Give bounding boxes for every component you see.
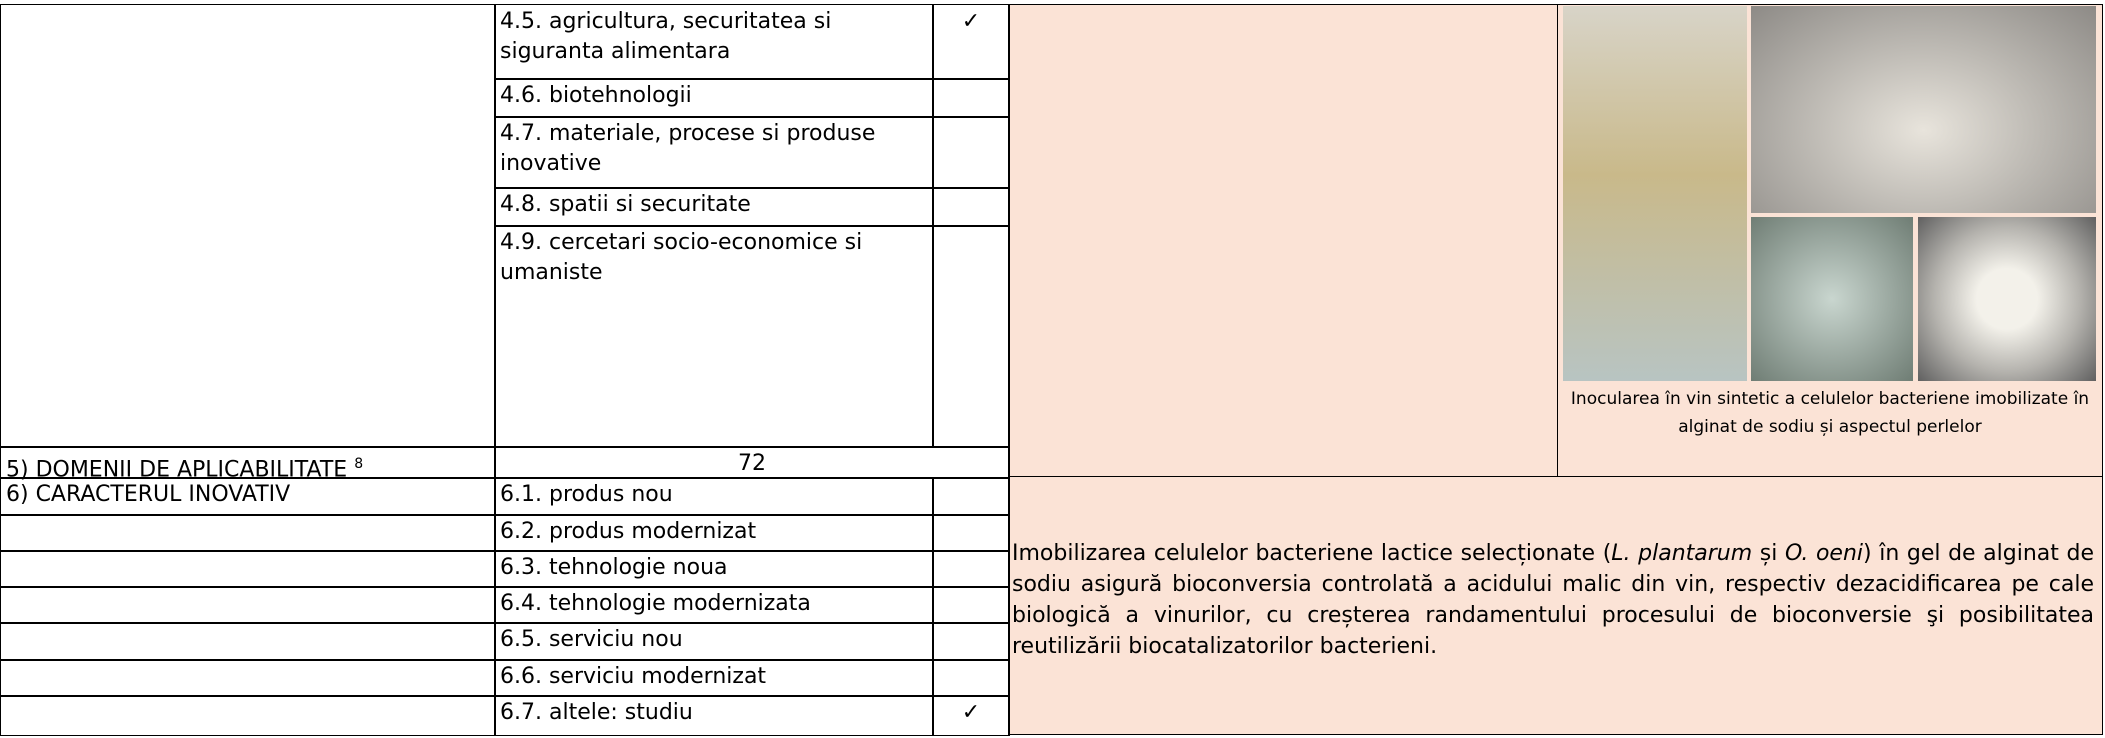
check-cell: [932, 514, 1010, 552]
blank-cell: [0, 659, 496, 697]
check-cell: [932, 116, 1010, 189]
field-label: 6.2. produs modernizat: [494, 514, 934, 552]
field-label: 6.4. tehnologie modernizata: [494, 586, 934, 624]
notes-cell: [1008, 4, 1559, 478]
field-label: 6.5. serviciu nou: [494, 622, 934, 661]
photo-bottle: [1563, 6, 1747, 381]
check-cell: [932, 622, 1010, 661]
field-label: 6.1. produs nou: [494, 477, 934, 516]
photo-dish: [1751, 217, 1913, 381]
photo-beads: [1918, 217, 2096, 381]
field-label: 4.8. spatii si securitate: [494, 187, 934, 227]
description-cell: [1008, 476, 2103, 735]
check-cell: ✓: [932, 4, 1010, 80]
innovation-label: 6) CARACTERUL INOVATIV: [0, 477, 496, 516]
field-label: 4.7. materiale, procese si produse inova…: [494, 116, 934, 189]
check-cell: ✓: [932, 695, 1010, 736]
species-name: L. plantarum: [1611, 541, 1753, 566]
blank-cell: [0, 586, 496, 624]
domains-value: 72: [494, 446, 1010, 479]
blank-cell: [0, 622, 496, 661]
species-name: O. oeni: [1784, 541, 1864, 566]
field-label: 4.5. agricultura, securitatea si siguran…: [494, 4, 934, 80]
field-label: 6.6. serviciu modernizat: [494, 659, 934, 697]
check-cell: [932, 550, 1010, 588]
field-label: 4.6. biotehnologii: [494, 78, 934, 118]
check-cell: [932, 586, 1010, 624]
blank-cell: [0, 514, 496, 552]
description-text: Imobilizarea celulelor bacteriene lactic…: [1012, 541, 1612, 566]
check-cell: [932, 187, 1010, 227]
field-label: 4.9. cercetari socio-economice si umanis…: [494, 225, 934, 448]
field-label: 6.3. tehnologie noua: [494, 550, 934, 588]
field-label: 6.7. altele: studiu: [494, 695, 934, 736]
blank-cell: [0, 550, 496, 588]
blank-cell: [0, 695, 496, 736]
check-cell: [932, 225, 1010, 448]
description: Imobilizarea celulelor bacteriene lactic…: [1012, 538, 2094, 662]
check-cell: [932, 659, 1010, 697]
description-text: ) în gel de alginat de sodiu asigură bio…: [1012, 541, 2094, 659]
domains-label: 5) DOMENII DE APLICABILITATE 8: [0, 446, 496, 482]
check-cell: [932, 477, 1010, 516]
blank-cell: [0, 4, 496, 448]
footnote-mark: 8: [354, 456, 364, 472]
photo-flask: [1751, 6, 2096, 213]
description-text: și: [1752, 541, 1785, 566]
photo-caption: Inocularea în vin sintetic a celulelor b…: [1570, 389, 2090, 437]
check-cell: [932, 78, 1010, 118]
